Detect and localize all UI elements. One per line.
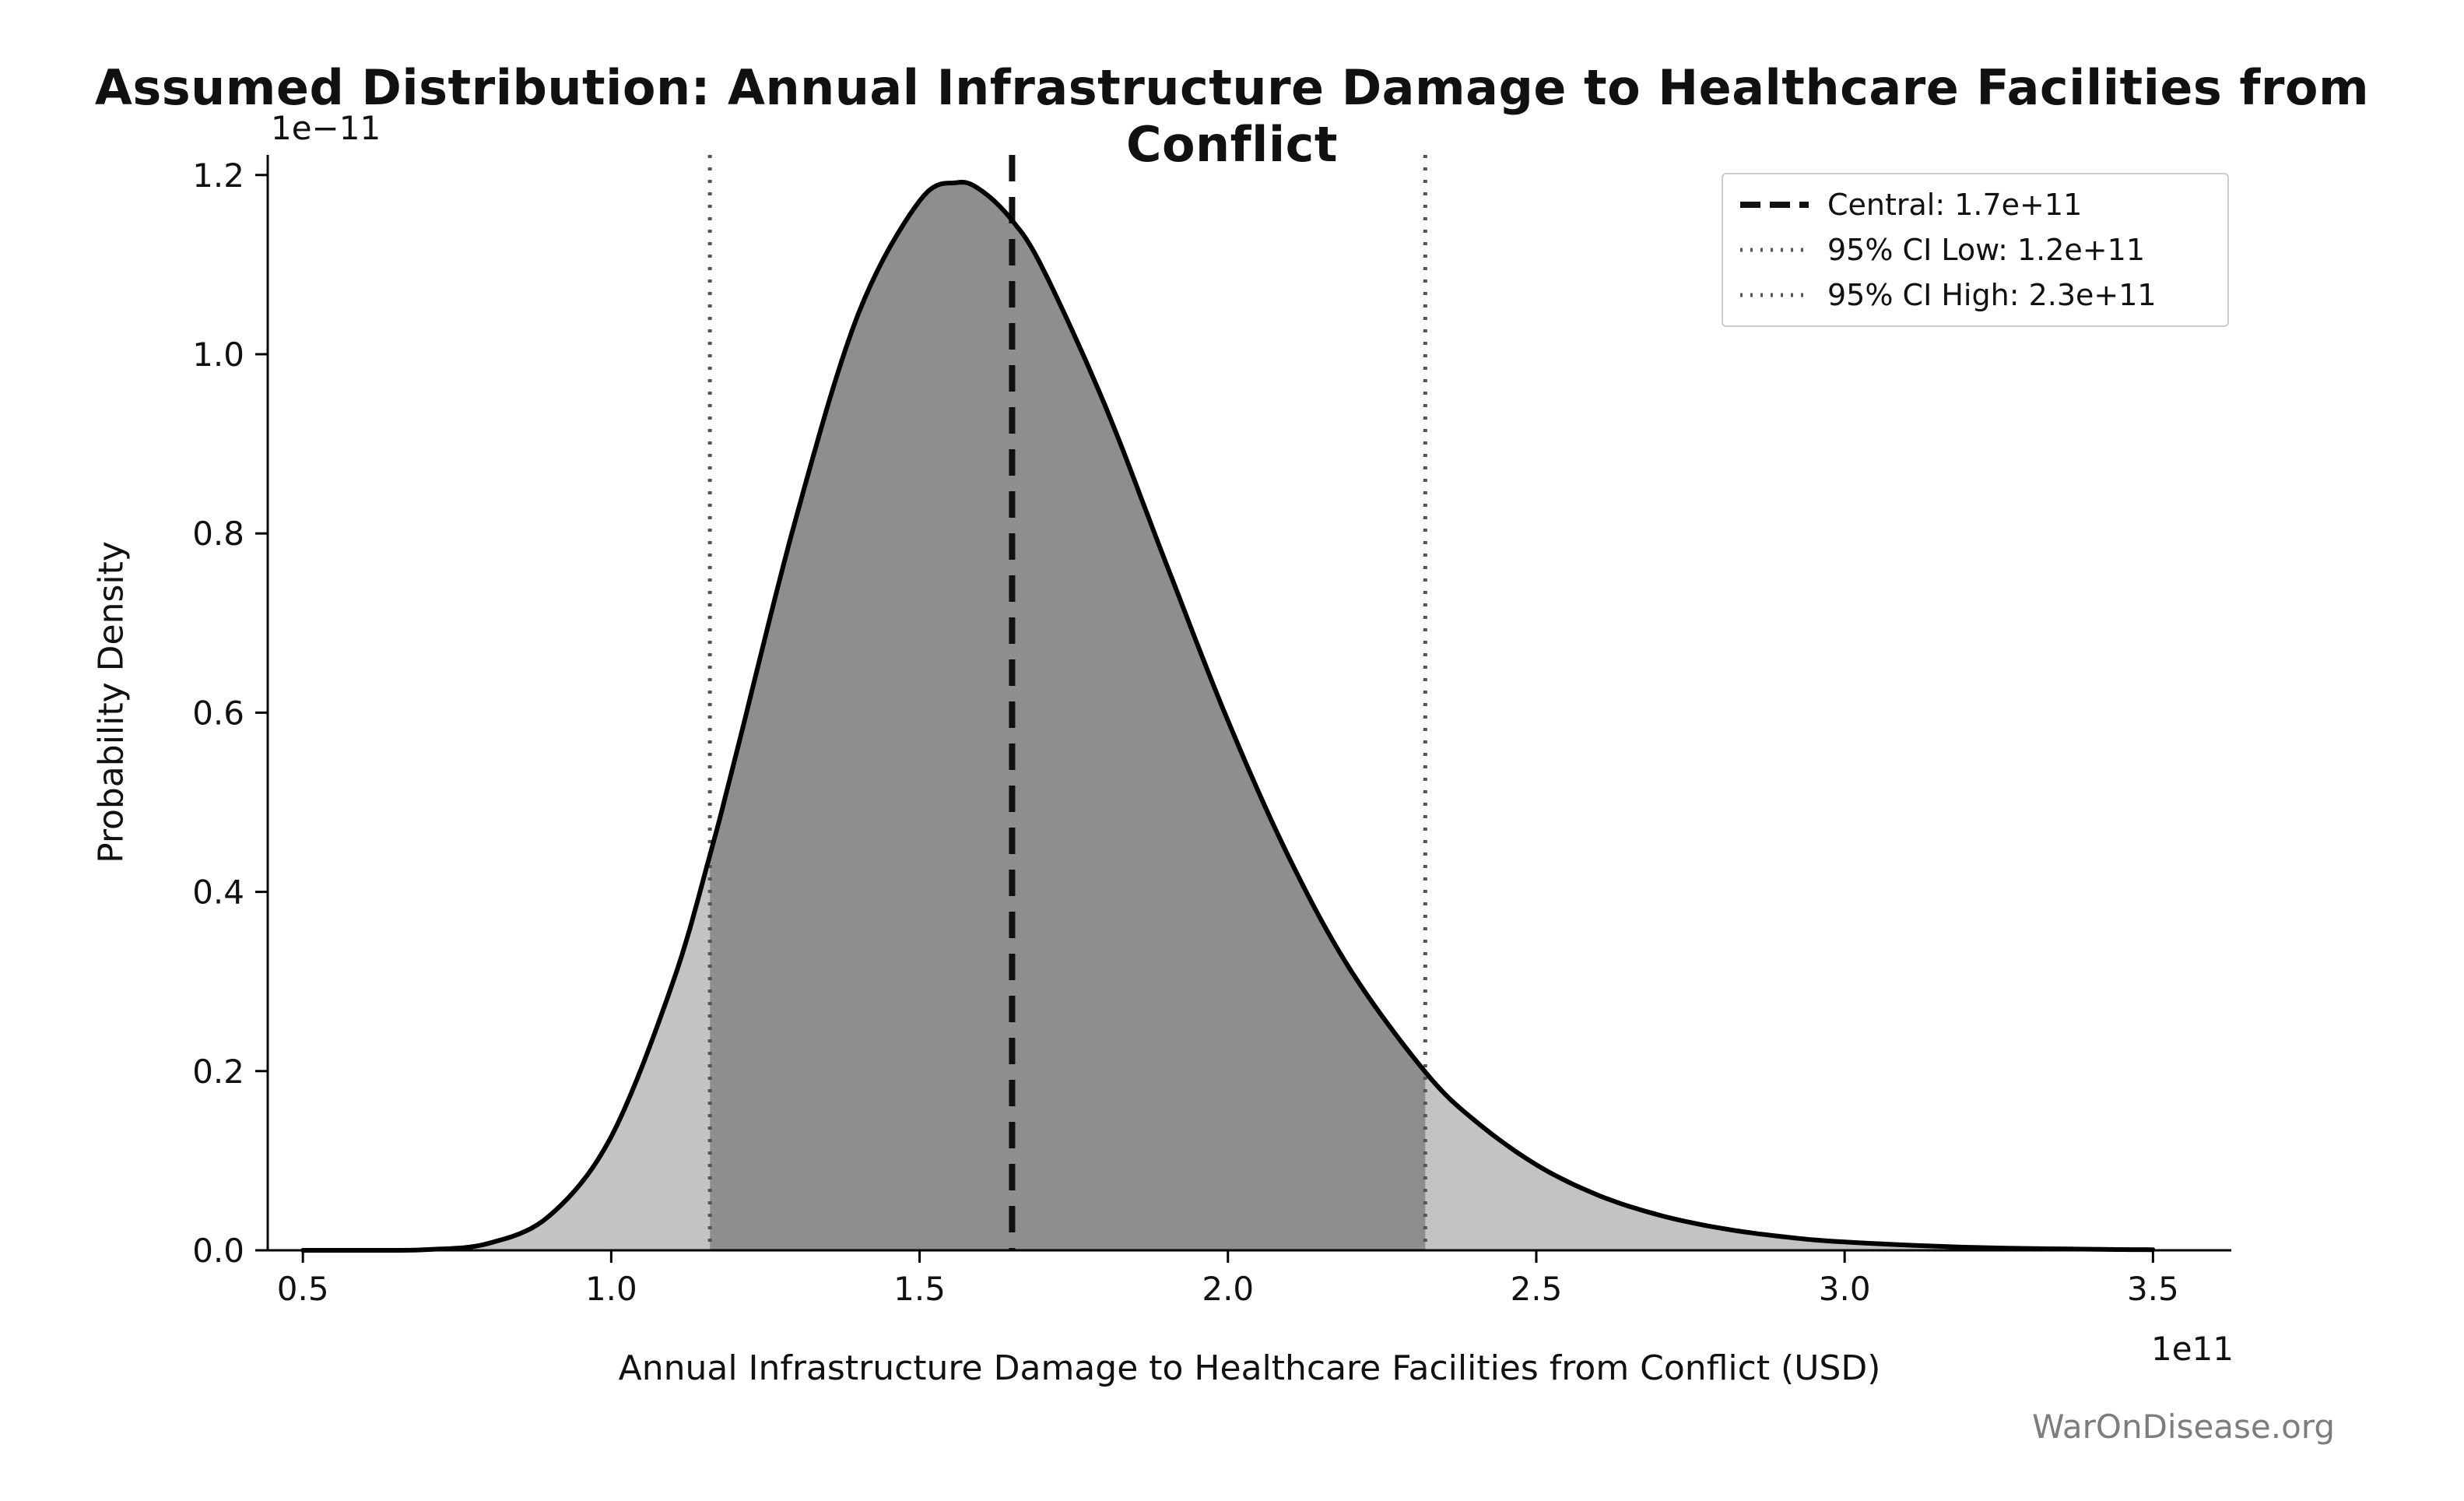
y-axis-offset-label: 1e−11 [271, 109, 381, 147]
y-tick-label: 0.8 [192, 515, 244, 553]
legend: Central: 1.7e+11 95% CI Low: 1.2e+11 95%… [1722, 173, 2229, 327]
x-tick-label: 3.5 [2127, 1270, 2179, 1308]
chart-title: Assumed Distribution: Annual Infrastruct… [94, 59, 2370, 173]
watermark: WarOnDisease.org [2032, 1408, 2335, 1446]
legend-dotted-line-icon [1740, 293, 1809, 297]
legend-label-ci-high: 95% CI High: 2.3e+11 [1827, 278, 2157, 312]
legend-label-ci-low: 95% CI Low: 1.2e+11 [1827, 233, 2145, 267]
x-tick-label: 1.0 [585, 1270, 637, 1308]
x-axis-title: Annual Infrastructure Damage to Healthca… [618, 1348, 1881, 1388]
legend-dashed-line-icon [1740, 202, 1809, 208]
y-tick-label: 0.0 [192, 1232, 244, 1270]
legend-dotted-line-icon [1740, 248, 1809, 252]
y-tick-label: 0.4 [192, 874, 244, 912]
legend-item-central: Central: 1.7e+11 [1739, 185, 2212, 224]
legend-item-ci-high: 95% CI High: 2.3e+11 [1739, 276, 2212, 315]
x-tick-label: 0.5 [277, 1270, 329, 1308]
x-tick-label: 3.0 [1819, 1270, 1871, 1308]
y-tick-label: 0.6 [192, 694, 244, 732]
y-tick-label: 1.2 [192, 156, 244, 195]
x-tick-label: 2.5 [1511, 1270, 1563, 1308]
x-tick-label: 2.0 [1202, 1270, 1254, 1308]
y-tick-label: 0.2 [192, 1053, 244, 1091]
legend-label-central: Central: 1.7e+11 [1827, 188, 2083, 222]
density-curve [300, 180, 2156, 1253]
x-tick-label: 1.5 [893, 1270, 946, 1308]
y-tick-label: 1.0 [192, 336, 244, 374]
y-axis-title: Probability Density [91, 541, 132, 863]
legend-item-ci-low: 95% CI Low: 1.2e+11 [1739, 230, 2212, 269]
ci-region-fill [710, 182, 1426, 1250]
x-axis-offset-label: 1e11 [2150, 1330, 2234, 1368]
